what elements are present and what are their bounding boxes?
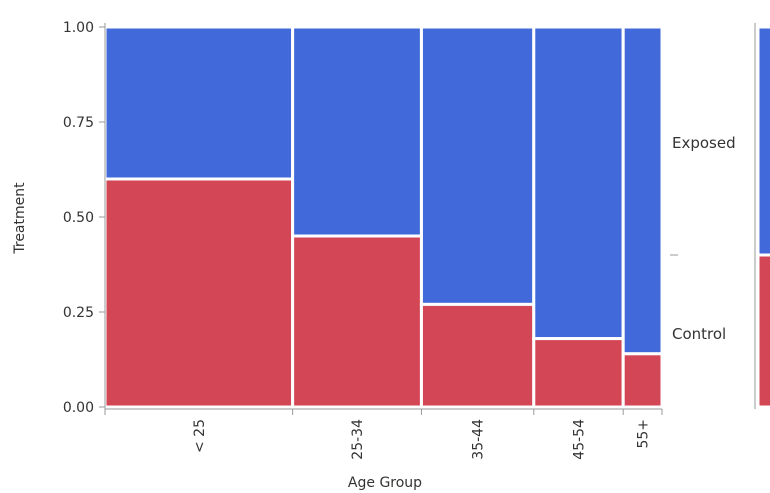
y-tick-label: 0.00 [63, 400, 94, 416]
marginal-control [756, 253, 770, 409]
cell-exposed [419, 25, 536, 306]
cell-exposed [103, 25, 295, 181]
cell-exposed [621, 25, 664, 356]
y-tick-label: 0.50 [63, 210, 94, 226]
cell-exposed [291, 25, 423, 238]
y-axis: 0.00 0.25 0.50 0.75 1.00 [63, 20, 106, 416]
y-tick-label: 0.25 [63, 305, 94, 321]
level-label-exposed: Exposed [672, 134, 736, 152]
mosaic-cells [103, 25, 664, 409]
cell-control [532, 337, 625, 409]
y-tick-label: 0.75 [63, 115, 94, 131]
x-tick-label: 55+ [636, 419, 652, 449]
x-axis-title: Age Group [348, 475, 422, 491]
cell-exposed [532, 25, 625, 341]
x-tick-label: 25-34 [350, 419, 366, 460]
side-labels: Exposed Control [670, 134, 736, 343]
cell-control [291, 234, 423, 409]
cell-control [419, 302, 536, 409]
cell-control [103, 177, 295, 409]
y-tick-label: 1.00 [63, 20, 94, 36]
marginal-exposed [756, 25, 770, 257]
x-tick-label: 35-44 [471, 419, 487, 460]
x-axis: < 25 25-34 35-44 45-54 55+ [104, 408, 663, 460]
cell-control [621, 352, 664, 409]
x-tick-label: 45-54 [571, 419, 587, 460]
level-label-control: Control [672, 325, 726, 343]
x-tick-label: < 25 [192, 419, 208, 453]
y-axis-title: Treatment [12, 182, 28, 255]
marginal-bar [754, 23, 770, 409]
